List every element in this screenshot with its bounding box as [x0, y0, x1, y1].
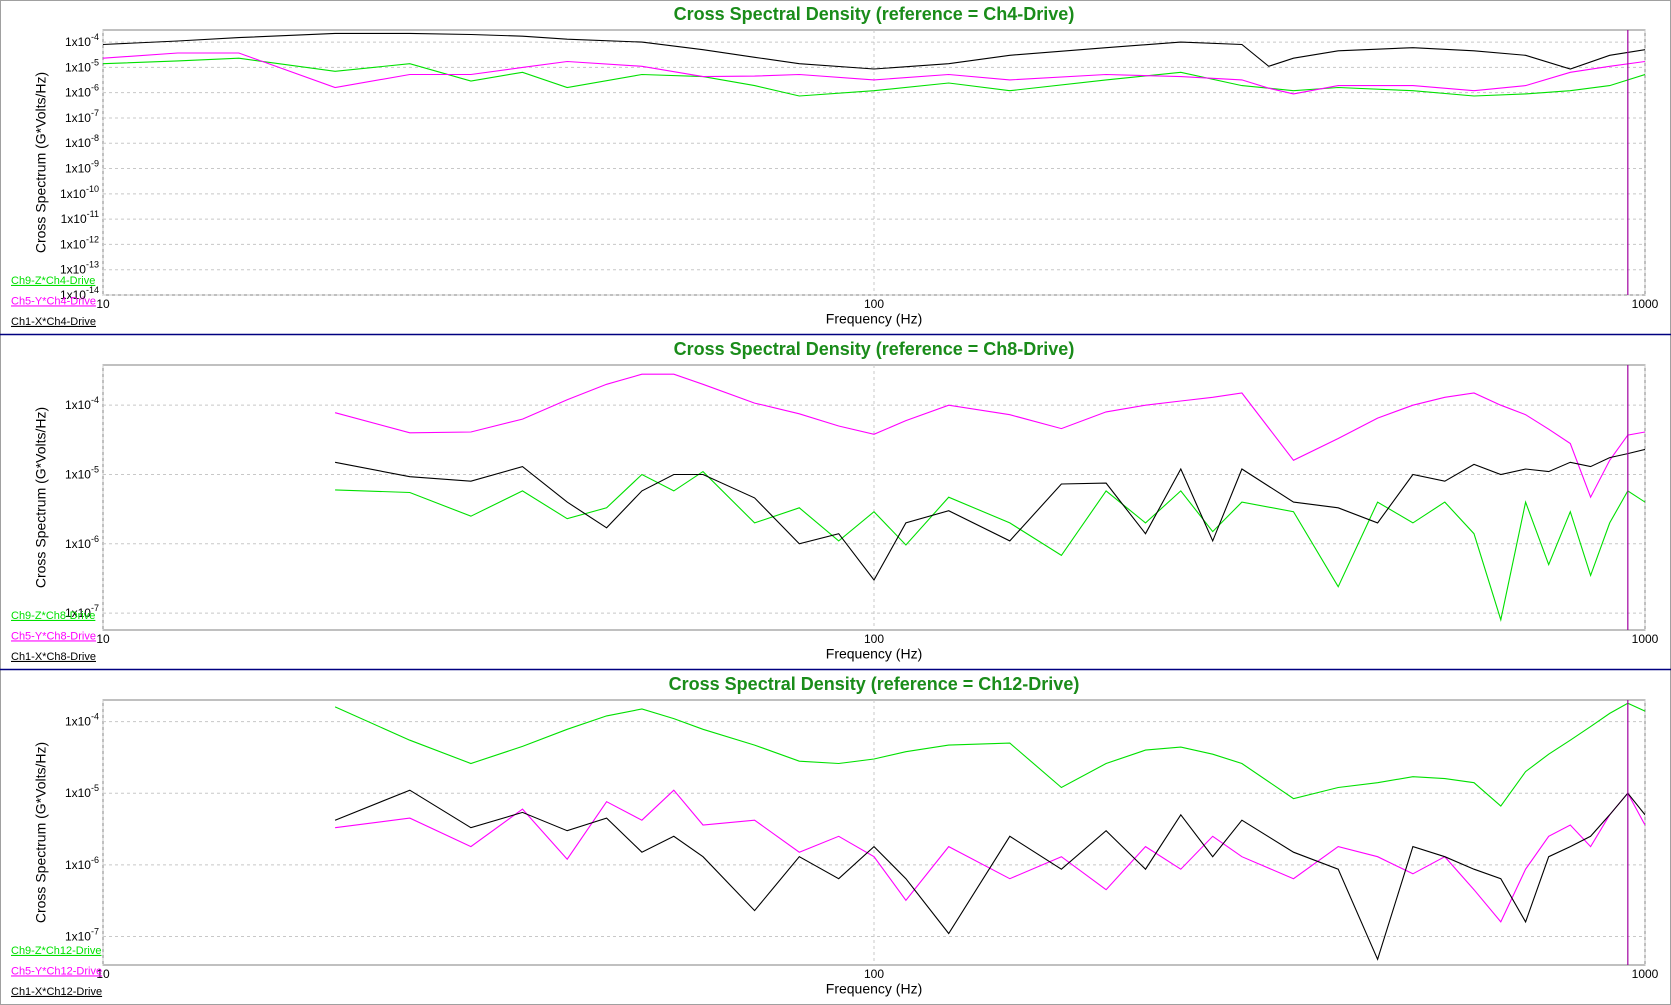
- series-line: [335, 470, 1645, 622]
- legend-entry[interactable]: Ch9-Z*Ch8-Drive: [11, 610, 95, 622]
- y-tick-label: 1x10-6: [65, 534, 99, 551]
- y-tick-exponent: -9: [91, 159, 99, 169]
- y-tick-mantissa: 1x10: [65, 61, 91, 75]
- legend-entry[interactable]: Ch1-X*Ch4-Drive: [11, 316, 96, 328]
- y-tick-label: 1x10-13: [60, 260, 99, 277]
- series-line: [334, 373, 1645, 499]
- series-line: [334, 448, 1645, 582]
- y-tick-mantissa: 1x10: [65, 136, 91, 150]
- y-tick-mantissa: 1x10: [60, 288, 86, 302]
- y-tick-exponent: -4: [91, 712, 99, 722]
- y-tick-mantissa: 1x10: [65, 858, 91, 872]
- y-tick-label: 1x10-8: [65, 134, 99, 151]
- y-tick-label: 1x10-6: [65, 83, 99, 100]
- y-tick-label: 1x10-11: [61, 209, 99, 226]
- y-tick-label: 1x10-4: [65, 712, 99, 729]
- x-tick-label: 100: [864, 632, 884, 646]
- y-tick-mantissa: 1x10: [65, 111, 91, 125]
- y-tick-exponent: -4: [91, 396, 99, 406]
- y-tick-mantissa: 1x10: [65, 537, 91, 551]
- y-tick-exponent: -5: [91, 465, 99, 475]
- y-tick-label: 1x10-5: [65, 784, 99, 801]
- legend-entry[interactable]: Ch5-Y*Ch4-Drive: [11, 295, 96, 307]
- y-tick-exponent: -10: [86, 184, 99, 194]
- y-tick-mantissa: 1x10: [65, 468, 91, 482]
- chart-title: Cross Spectral Density (reference = Ch4-…: [674, 4, 1075, 24]
- y-tick-exponent: -7: [91, 108, 99, 118]
- y-tick-exponent: -7: [91, 927, 99, 937]
- x-tick-label: 1000: [1632, 632, 1659, 646]
- y-tick-exponent: -4: [91, 32, 99, 42]
- y-tick-label: 1x10-10: [60, 184, 99, 201]
- y-tick-mantissa: 1x10: [65, 786, 91, 800]
- y-axis-label: Cross Spectrum (G*Volts/Hz): [33, 407, 49, 588]
- y-tick-exponent: -11: [87, 209, 99, 219]
- series-line: [103, 52, 1645, 95]
- legend-entry[interactable]: Ch1-X*Ch12-Drive: [11, 986, 102, 998]
- y-tick-exponent: -14: [86, 285, 99, 295]
- y-tick-label: 1x10-4: [65, 32, 99, 49]
- x-tick-label: 1000: [1632, 967, 1659, 981]
- y-tick-mantissa: 1x10: [65, 715, 91, 729]
- y-tick-label: 1x10-7: [65, 108, 99, 125]
- y-tick-exponent: -8: [91, 134, 99, 144]
- legend-entry[interactable]: Ch9-Z*Ch4-Drive: [11, 275, 95, 287]
- x-tick-label: 10: [96, 967, 110, 981]
- x-axis-label: Frequency (Hz): [826, 646, 922, 662]
- y-tick-mantissa: 1x10: [65, 398, 91, 412]
- y-tick-label: 1x10-4: [65, 396, 99, 413]
- y-axis-label: Cross Spectrum (G*Volts/Hz): [33, 72, 49, 253]
- chart-title: Cross Spectral Density (reference = Ch12…: [669, 674, 1080, 694]
- x-tick-label: 10: [96, 297, 110, 311]
- y-tick-mantissa: 1x10: [60, 238, 86, 252]
- series-line: [334, 789, 1645, 961]
- y-tick-label: 1x10-5: [65, 465, 99, 482]
- y-tick-exponent: -7: [91, 603, 99, 613]
- x-tick-label: 100: [864, 297, 884, 311]
- y-tick-exponent: -6: [91, 855, 99, 865]
- y-tick-mantissa: 1x10: [65, 606, 91, 620]
- legend-entry[interactable]: Ch5-Y*Ch12-Drive: [11, 965, 102, 977]
- legend-entry[interactable]: Ch5-Y*Ch8-Drive: [11, 630, 96, 642]
- x-axis-label: Frequency (Hz): [826, 981, 922, 997]
- y-tick-label: 1x10-6: [65, 855, 99, 872]
- y-tick-label: 1x10-14: [60, 285, 99, 302]
- legend-entry[interactable]: Ch1-X*Ch8-Drive: [11, 651, 96, 663]
- y-tick-mantissa: 1x10: [60, 263, 86, 277]
- x-axis-label: Frequency (Hz): [826, 311, 922, 327]
- y-tick-mantissa: 1x10: [65, 162, 91, 176]
- y-axis-label: Cross Spectrum (G*Volts/Hz): [33, 742, 49, 923]
- y-tick-label: 1x10-5: [65, 58, 99, 75]
- y-tick-mantissa: 1x10: [65, 86, 91, 100]
- y-tick-exponent: -6: [91, 83, 99, 93]
- series-line: [103, 57, 1645, 97]
- y-tick-label: 1x10-12: [60, 235, 99, 252]
- x-tick-label: 10: [96, 632, 110, 646]
- y-tick-exponent: -13: [86, 260, 99, 270]
- chart-title: Cross Spectral Density (reference = Ch8-…: [674, 339, 1075, 359]
- series-line: [335, 789, 1645, 923]
- y-tick-label: 1x10-7: [65, 603, 99, 620]
- y-tick-mantissa: 1x10: [60, 187, 86, 201]
- y-tick-mantissa: 1x10: [65, 35, 91, 49]
- x-tick-label: 1000: [1632, 297, 1659, 311]
- series-line: [103, 32, 1645, 70]
- y-tick-exponent: -6: [91, 534, 99, 544]
- series-line: [334, 702, 1645, 807]
- x-tick-label: 100: [864, 967, 884, 981]
- y-tick-label: 1x10-9: [65, 159, 99, 176]
- y-tick-exponent: -5: [91, 784, 99, 794]
- y-tick-exponent: -5: [91, 58, 99, 68]
- y-tick-label: 1x10-7: [65, 927, 99, 944]
- y-tick-mantissa: 1x10: [61, 212, 87, 226]
- legend-entry[interactable]: Ch9-Z*Ch12-Drive: [11, 945, 101, 957]
- y-tick-mantissa: 1x10: [65, 930, 91, 944]
- y-tick-exponent: -12: [86, 235, 99, 245]
